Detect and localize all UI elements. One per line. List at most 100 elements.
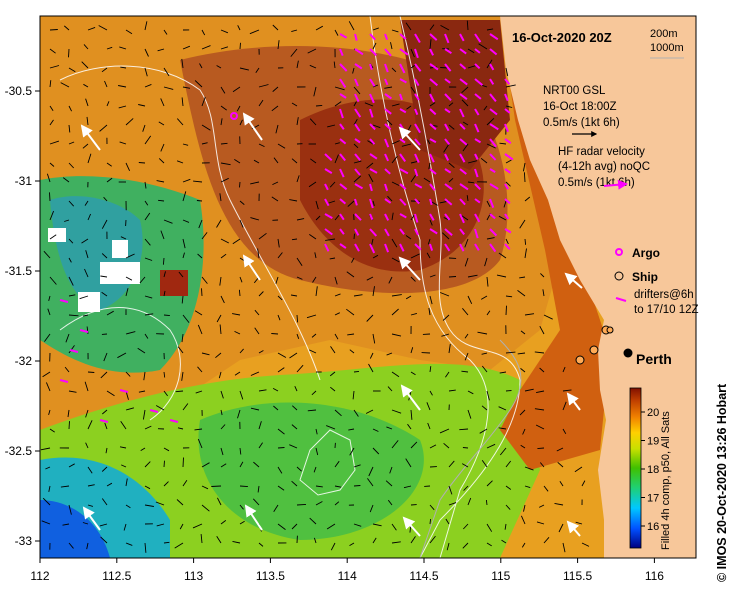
hf-legend-line3: 0.5m/s (1kt 6h) — [558, 177, 635, 189]
hf-radar-arrow — [369, 198, 374, 209]
hf-radar-arrow — [369, 108, 374, 118]
current-vector — [255, 67, 260, 74]
hf-radar-arrow — [489, 138, 497, 148]
current-vector — [334, 501, 340, 506]
hf-radar-arrow — [444, 168, 452, 174]
current-vector — [60, 82, 70, 88]
current-vector — [520, 515, 526, 525]
current-vector — [201, 504, 210, 512]
current-vector — [426, 402, 431, 411]
current-vector — [68, 105, 73, 112]
current-vector — [372, 124, 381, 129]
current-vector — [163, 67, 170, 77]
current-vector — [41, 520, 51, 525]
current-vector — [315, 215, 321, 221]
current-vector — [484, 257, 488, 267]
colorbar-ticks: 16 17 18 19 20 — [641, 407, 659, 533]
current-vector — [312, 276, 317, 283]
current-vector — [486, 443, 496, 449]
drifter-track — [99, 419, 109, 423]
current-vector — [307, 48, 317, 54]
current-vector — [330, 346, 336, 354]
current-vector — [176, 499, 184, 506]
sst-field — [40, 16, 696, 558]
current-vector — [48, 485, 51, 492]
current-vector — [486, 276, 489, 287]
current-vector — [125, 29, 133, 35]
current-vector — [84, 200, 89, 206]
current-vector — [101, 498, 108, 506]
current-vector — [216, 535, 222, 544]
current-vector — [334, 276, 338, 285]
current-vector — [539, 325, 545, 335]
x-tick-label: 115 — [491, 569, 510, 583]
hf-radar-arrow — [504, 168, 511, 174]
current-vector — [329, 371, 336, 377]
hf-radar-arrow — [474, 228, 479, 239]
current-vector — [353, 464, 361, 468]
hf-radar-arrow — [399, 198, 407, 206]
current-vector — [427, 139, 431, 145]
current-vector — [239, 348, 244, 354]
current-vector — [466, 20, 469, 31]
current-vector — [84, 268, 89, 278]
hf-radar-arrow — [474, 198, 481, 204]
current-vector — [391, 29, 399, 33]
hf-radar-arrow — [414, 78, 420, 87]
current-vector — [562, 428, 567, 435]
current-vector — [216, 497, 222, 506]
current-vector — [464, 333, 469, 339]
drifter-track — [119, 389, 129, 393]
current-vector — [85, 98, 89, 107]
hf-radar-arrow — [459, 48, 467, 55]
current-vector — [87, 484, 95, 487]
current-vector — [68, 463, 75, 468]
hf-radar-arrow — [369, 123, 376, 131]
current-vector — [448, 177, 454, 183]
current-vector — [372, 537, 377, 544]
current-vector — [220, 238, 230, 244]
current-vector — [120, 421, 127, 430]
current-vector — [410, 276, 416, 282]
current-vector — [448, 162, 455, 169]
current-vector — [542, 289, 545, 297]
current-vector — [296, 117, 299, 126]
current-vector — [461, 99, 469, 107]
current-vector — [144, 542, 147, 553]
current-vector — [505, 181, 511, 187]
current-vector — [49, 29, 58, 31]
hf-radar-arrow — [444, 93, 452, 101]
current-vector — [309, 349, 317, 354]
current-vector — [523, 504, 526, 512]
hf-radar-arrow — [474, 63, 481, 70]
colorbar — [629, 387, 642, 549]
x-tick-label: 112.5 — [102, 569, 131, 583]
hf-radar-arrow — [339, 228, 345, 235]
current-vector — [429, 366, 432, 373]
current-vector — [405, 295, 412, 300]
current-vector — [481, 405, 488, 411]
hf-scale-arrow — [603, 179, 628, 190]
current-vector — [309, 517, 317, 525]
current-vector — [315, 485, 323, 488]
hf-radar-arrow — [369, 93, 375, 104]
current-vector — [125, 504, 131, 509]
y-tick-label: -31 — [15, 174, 33, 188]
current-vector — [486, 143, 496, 149]
hf-radar-arrow — [339, 63, 348, 72]
current-vector — [367, 478, 374, 487]
current-vector — [391, 103, 400, 107]
current-vector — [334, 214, 340, 221]
hf-radar-arrow — [459, 168, 467, 175]
current-vector — [175, 390, 184, 393]
current-vector — [372, 254, 379, 259]
current-vector — [315, 286, 318, 297]
current-vector — [505, 485, 512, 490]
current-vector — [391, 523, 397, 531]
hf-radar-arrow — [369, 63, 373, 71]
hf-radar-arrow — [474, 93, 482, 100]
current-vector — [272, 388, 279, 392]
current-vector — [48, 295, 51, 302]
current-vector — [192, 523, 203, 529]
current-vector — [334, 29, 339, 36]
